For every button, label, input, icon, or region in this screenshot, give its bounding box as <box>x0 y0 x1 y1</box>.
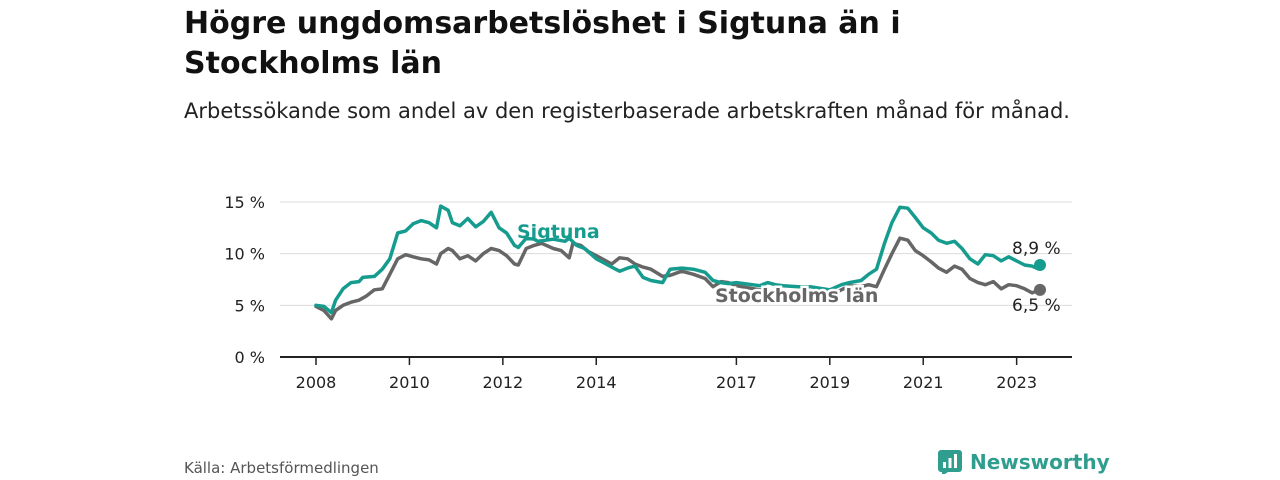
series-end-point <box>1034 283 1046 296</box>
series-line-sigtuna <box>314 204 1042 315</box>
y-tick-label: 5 % <box>235 296 265 315</box>
newsworthy-logo-icon <box>938 450 962 474</box>
line-chart: 0 %5 %10 %15 % 2008 2010 2012 2014 2017 2019 2… <box>224 193 1072 392</box>
series-lines <box>314 204 1046 321</box>
series-labels: Sigtuna Stockholms län 8,9 % 6,5 % <box>517 221 1061 316</box>
y-tick-label: 15 % <box>224 193 265 212</box>
brand-name: Newsworthy <box>970 450 1110 474</box>
x-tick-label: 2014 <box>576 373 617 392</box>
chart-title: Högre ungdomsarbetslöshet i Sigtuna än i… <box>184 6 901 81</box>
series-label-stockholm: Stockholms län <box>715 285 878 307</box>
y-tick-label: 10 % <box>224 245 265 264</box>
series-end-point <box>1034 259 1046 272</box>
y-axis-ticks: 0 % 5 % 10 % 15 % <box>224 193 265 367</box>
series-line-stockholm <box>314 236 1042 321</box>
chart-subtitle: Arbetssökande som andel av den registerb… <box>184 99 1070 123</box>
series-label-sigtuna: Sigtuna <box>517 221 600 243</box>
x-tick-label: 2008 <box>296 373 337 392</box>
x-tick-label: 2023 <box>996 373 1037 392</box>
brand-logo[interactable]: Newsworthy <box>938 450 1110 474</box>
x-tick-label: 2017 <box>716 373 757 392</box>
x-tick-label: 2019 <box>809 373 850 392</box>
x-tick-label: 2010 <box>389 373 430 392</box>
y-tick-label: 0 % <box>235 348 265 367</box>
end-value-sigtuna: 8,9 % <box>1012 239 1061 259</box>
x-axis-ticks: 2008 2010 2012 2014 2017 2019 2021 2023 <box>296 357 1037 392</box>
source-note: Källa: Arbetsförmedlingen <box>184 459 379 477</box>
grid-lines <box>280 201 1072 358</box>
x-tick-label: 2021 <box>903 373 944 392</box>
end-value-stockholm: 6,5 % <box>1012 296 1061 316</box>
x-tick-label: 2012 <box>482 373 523 392</box>
